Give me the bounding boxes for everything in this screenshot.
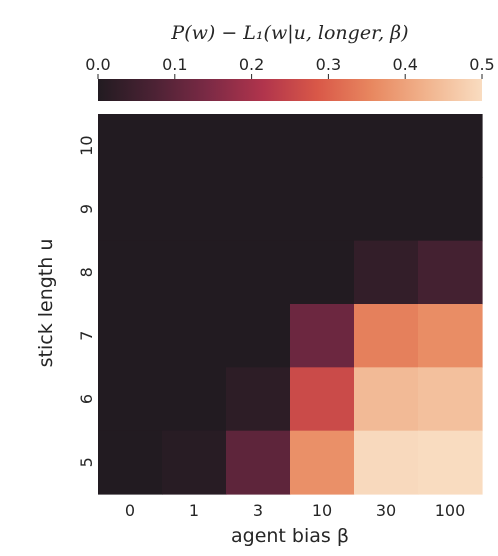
colorbar-gradient	[98, 79, 482, 101]
colorbar-tick-label: 0.5	[469, 55, 494, 74]
heatmap-cell	[418, 177, 483, 242]
heatmap-cell	[418, 304, 483, 368]
y-axis-ticks: 10 9 8 7 6 5	[77, 135, 96, 467]
heatmap-cell	[290, 304, 355, 368]
y-tick-label: 8	[77, 267, 96, 277]
heatmap-cell	[226, 114, 291, 178]
heatmap-cell	[226, 240, 291, 305]
heatmap-cell	[226, 304, 291, 368]
heatmap-cell	[354, 304, 419, 368]
heatmap-cell	[354, 240, 419, 305]
colorbar: 0.0 0.1 0.2 0.3 0.4 0.5	[85, 55, 495, 101]
heatmap-cell	[98, 367, 163, 432]
heatmap-cell	[290, 367, 355, 432]
x-tick-label: 1	[189, 501, 199, 520]
heatmap-cell	[354, 430, 419, 495]
colorbar-tick-label: 0.2	[239, 55, 264, 74]
heatmap-cell	[162, 240, 227, 305]
x-tick-label: 0	[125, 501, 135, 520]
heatmap-cell	[290, 114, 355, 178]
heatmap-cell	[98, 304, 163, 368]
heatmap-cell	[290, 240, 355, 305]
heatmap-cell	[418, 240, 483, 305]
heatmap-cell	[162, 114, 227, 178]
colorbar-label: P(w) − L₁(w|u, longer, β)	[170, 22, 408, 44]
heatmap-cell	[226, 430, 291, 495]
heatmap-cell	[162, 367, 227, 432]
heatmap-cells	[98, 114, 483, 495]
heatmap-cell	[354, 114, 419, 178]
y-tick-label: 7	[77, 331, 96, 341]
x-tick-label: 3	[253, 501, 263, 520]
heatmap-cell	[162, 430, 227, 495]
colorbar-tick-label: 0.3	[316, 55, 341, 74]
y-tick-label: 5	[77, 457, 96, 467]
x-tick-label: 10	[312, 501, 332, 520]
heatmap-cell	[290, 177, 355, 242]
colorbar-ticks: 0.0 0.1 0.2 0.3 0.4 0.5	[85, 55, 495, 79]
heatmap-cell	[98, 177, 163, 242]
x-axis-label: agent bias β	[231, 525, 349, 547]
colorbar-tick-label: 0.1	[162, 55, 187, 74]
y-tick-label: 6	[77, 394, 96, 404]
colorbar-tick-label: 0.4	[392, 55, 417, 74]
x-axis-ticks: 0 1 3 10 30 100	[125, 501, 465, 520]
heatmap-cell	[354, 367, 419, 432]
y-axis-label: stick length u	[35, 239, 57, 368]
heatmap-cell	[418, 430, 483, 495]
heatmap-cell	[226, 177, 291, 242]
heatmap-cell	[98, 114, 163, 178]
heatmap-cell	[162, 177, 227, 242]
heatmap-cell	[226, 367, 291, 432]
colorbar-tick-label: 0.0	[85, 55, 110, 74]
heatmap-cell	[290, 430, 355, 495]
heatmap-cell	[354, 177, 419, 242]
y-tick-label: 10	[77, 135, 96, 155]
x-tick-label: 30	[376, 501, 396, 520]
x-tick-label: 100	[435, 501, 466, 520]
heatmap-cell	[418, 114, 483, 178]
heatmap-cell	[162, 304, 227, 368]
heatmap-cell	[98, 430, 163, 495]
heatmap-cell	[98, 240, 163, 305]
y-tick-label: 9	[77, 204, 96, 214]
heatmap-cell	[418, 367, 483, 432]
